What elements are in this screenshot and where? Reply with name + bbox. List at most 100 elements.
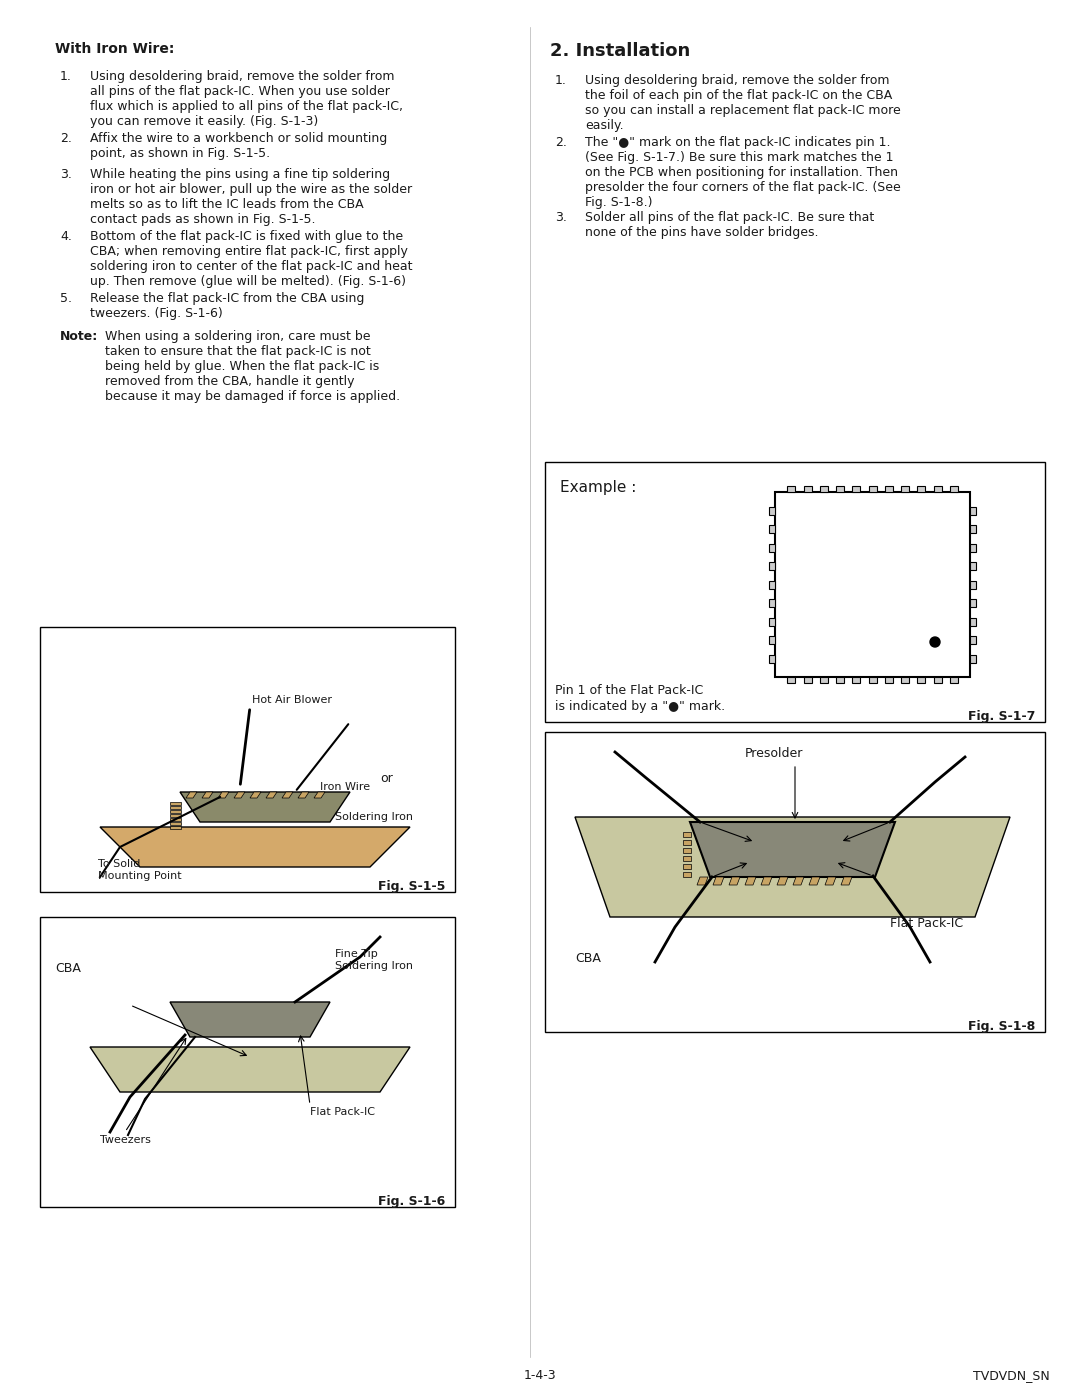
Text: Note:: Note: — [60, 330, 98, 344]
Bar — [885, 486, 893, 492]
Text: 1-4-3: 1-4-3 — [524, 1369, 556, 1382]
Polygon shape — [690, 821, 895, 877]
Bar — [868, 486, 877, 492]
Text: 2.: 2. — [60, 131, 72, 145]
Text: The "●" mark on the flat pack-IC indicates pin 1.
(See Fig. S-1-7.) Be sure this: The "●" mark on the flat pack-IC indicat… — [585, 136, 901, 210]
Bar — [545, 732, 1045, 1032]
Bar — [40, 627, 455, 893]
Bar — [933, 678, 942, 683]
Bar — [836, 486, 843, 492]
Bar — [970, 636, 976, 644]
Polygon shape — [683, 863, 691, 869]
Bar — [804, 678, 811, 683]
Text: Fig. S-1-8: Fig. S-1-8 — [968, 1020, 1035, 1032]
Text: Using desoldering braid, remove the solder from
the foil of each pin of the flat: Using desoldering braid, remove the sold… — [585, 74, 901, 131]
Text: 4.: 4. — [60, 231, 72, 243]
Text: 2. Installation: 2. Installation — [550, 42, 690, 60]
Bar — [769, 581, 775, 588]
Text: Fig. S-1-7: Fig. S-1-7 — [968, 710, 1035, 724]
Text: 5.: 5. — [60, 292, 72, 305]
Text: While heating the pins using a fine tip soldering
iron or hot air blower, pull u: While heating the pins using a fine tip … — [90, 168, 413, 226]
Polygon shape — [683, 872, 691, 877]
Text: Tweezers: Tweezers — [100, 1134, 151, 1146]
Polygon shape — [793, 877, 804, 886]
Bar — [769, 655, 775, 662]
Polygon shape — [202, 792, 213, 798]
Bar — [970, 507, 976, 514]
Bar — [970, 655, 976, 662]
Text: With Iron Wire:: With Iron Wire: — [55, 42, 174, 56]
Polygon shape — [683, 856, 691, 861]
Text: 3.: 3. — [555, 211, 567, 224]
Polygon shape — [777, 877, 788, 886]
Bar — [769, 543, 775, 552]
Polygon shape — [186, 792, 197, 798]
Text: Flat Pack-IC: Flat Pack-IC — [890, 916, 963, 930]
Bar — [970, 525, 976, 534]
Text: Bottom of the flat pack-IC is fixed with glue to the
CBA; when removing entire f: Bottom of the flat pack-IC is fixed with… — [90, 231, 413, 288]
Text: 2.: 2. — [555, 136, 567, 149]
Polygon shape — [575, 817, 1010, 916]
Polygon shape — [298, 792, 309, 798]
Bar — [545, 462, 1045, 722]
Polygon shape — [683, 848, 691, 854]
Text: When using a soldering iron, care must be
taken to ensure that the flat pack-IC : When using a soldering iron, care must b… — [105, 330, 400, 402]
Polygon shape — [683, 840, 691, 845]
Polygon shape — [809, 877, 820, 886]
Text: Iron Wire: Iron Wire — [320, 782, 370, 792]
Polygon shape — [266, 792, 276, 798]
Bar — [970, 581, 976, 588]
Polygon shape — [761, 877, 772, 886]
Text: Fig. S-1-5: Fig. S-1-5 — [378, 880, 445, 893]
Bar — [787, 486, 795, 492]
Bar — [852, 486, 861, 492]
Polygon shape — [170, 806, 181, 809]
Polygon shape — [170, 810, 181, 813]
Bar — [836, 678, 843, 683]
Polygon shape — [683, 833, 691, 837]
Bar — [820, 486, 827, 492]
Polygon shape — [180, 792, 350, 821]
Bar — [917, 486, 926, 492]
Polygon shape — [249, 792, 261, 798]
Bar — [820, 678, 827, 683]
Text: 3.: 3. — [60, 168, 72, 182]
Polygon shape — [170, 802, 181, 805]
Bar — [769, 636, 775, 644]
Text: Example :: Example : — [561, 481, 636, 495]
Bar — [852, 678, 861, 683]
Polygon shape — [170, 819, 181, 821]
Bar — [769, 599, 775, 608]
Bar — [787, 678, 795, 683]
Polygon shape — [100, 827, 410, 868]
Bar — [901, 486, 909, 492]
Bar — [769, 525, 775, 534]
Polygon shape — [713, 877, 724, 886]
Bar — [775, 492, 970, 678]
Text: Pin 1 of the Flat Pack-IC: Pin 1 of the Flat Pack-IC — [555, 685, 703, 697]
Polygon shape — [745, 877, 756, 886]
Polygon shape — [825, 877, 836, 886]
Text: Soldering Iron: Soldering Iron — [335, 812, 413, 821]
Text: Flat Pack-IC: Flat Pack-IC — [310, 1106, 375, 1118]
Text: 1.: 1. — [555, 74, 567, 87]
Text: CBA: CBA — [55, 963, 81, 975]
Text: CBA: CBA — [575, 951, 600, 965]
Bar — [901, 678, 909, 683]
Circle shape — [930, 637, 940, 647]
Polygon shape — [170, 1002, 330, 1037]
Bar — [970, 562, 976, 570]
Text: Affix the wire to a workbench or solid mounting
point, as shown in Fig. S-1-5.: Affix the wire to a workbench or solid m… — [90, 131, 388, 161]
Text: Using desoldering braid, remove the solder from
all pins of the flat pack-IC. Wh: Using desoldering braid, remove the sold… — [90, 70, 403, 129]
Text: To Solid
Mounting Point: To Solid Mounting Point — [98, 859, 181, 880]
Polygon shape — [234, 792, 245, 798]
Text: Fig. S-1-6: Fig. S-1-6 — [378, 1194, 445, 1208]
Text: Hot Air Blower: Hot Air Blower — [252, 694, 332, 705]
Polygon shape — [218, 792, 229, 798]
Polygon shape — [170, 826, 181, 828]
Text: 1.: 1. — [60, 70, 72, 82]
Text: Fine Tip
Soldering Iron: Fine Tip Soldering Iron — [335, 949, 413, 971]
Bar — [769, 562, 775, 570]
Bar — [769, 617, 775, 626]
Polygon shape — [314, 792, 325, 798]
